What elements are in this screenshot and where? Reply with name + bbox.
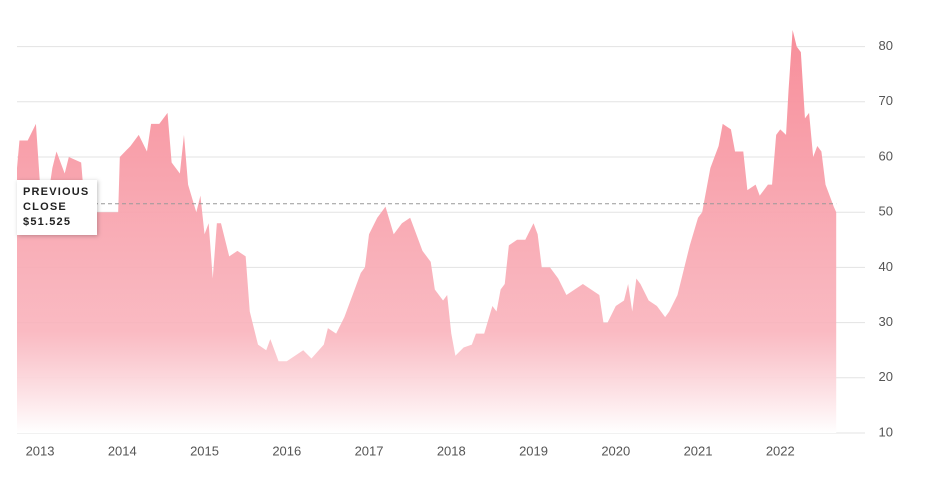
x-tick-label: 2019: [519, 443, 548, 458]
y-tick-label: 50: [879, 204, 893, 219]
y-tick-label: 70: [879, 93, 893, 108]
x-tick-label: 2020: [601, 443, 630, 458]
area-layer: [17, 30, 837, 433]
y-tick-label: 20: [879, 369, 893, 384]
previous-close-label: PREVIOUS CLOSE: [23, 186, 89, 213]
x-tick-label: 2022: [766, 443, 795, 458]
labels: 10 20 30 40 50 60 70 80 2013 2014 2015 2016 2017 2018…: [17, 38, 893, 458]
x-tick-label: 2016: [272, 443, 301, 458]
previous-close-value: $51.525: [23, 216, 71, 228]
x-tick-label: 2015: [190, 443, 219, 458]
x-tick-label: 2013: [26, 443, 55, 458]
y-tick-label: 80: [879, 38, 893, 53]
y-tick-label: 30: [879, 314, 893, 329]
y-tick-label: 60: [879, 148, 893, 163]
x-tick-label: 2014: [108, 443, 137, 458]
price-area: [17, 30, 837, 433]
x-tick-label: 2021: [684, 443, 713, 458]
x-tick-label: 2018: [437, 443, 466, 458]
x-tick-label: 2017: [355, 443, 384, 458]
previous-close-box: [17, 180, 97, 235]
y-tick-label: 10: [879, 424, 893, 439]
y-tick-label: 40: [879, 259, 893, 274]
